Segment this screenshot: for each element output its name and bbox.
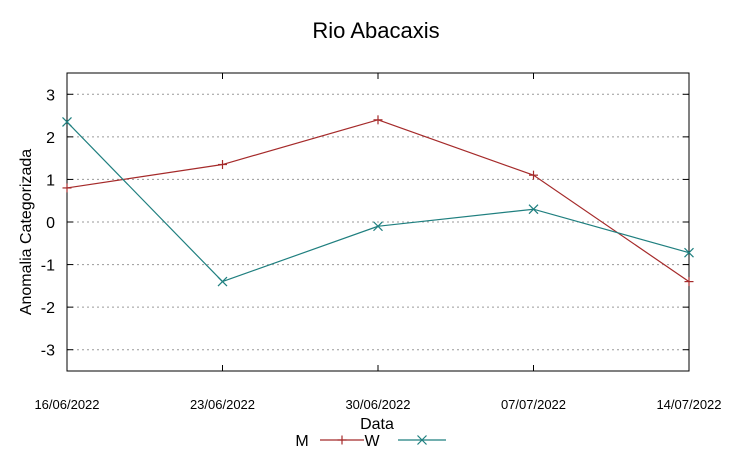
legend-marker-m: [337, 435, 347, 445]
x-tick-label: 30/06/2022: [345, 397, 410, 412]
gridlines: [67, 93, 689, 351]
y-tick-label: -3: [41, 343, 55, 360]
legend-label-w: W: [364, 433, 380, 450]
x-tick-label: 14/07/2022: [656, 397, 721, 412]
series-group: [62, 115, 694, 287]
x-axis-label: Data: [360, 416, 394, 433]
data-point-m: [373, 115, 383, 125]
y-tick-label: 2: [46, 130, 55, 147]
y-tick-label: 1: [46, 172, 55, 189]
y-tick-label: 0: [46, 215, 55, 232]
legend-label-m: M: [295, 433, 308, 450]
data-point-m: [62, 183, 72, 193]
legend-marker-w: [417, 435, 427, 445]
data-point-m: [529, 170, 538, 180]
x-tick-label: 16/06/2022: [34, 397, 99, 412]
x-tick-label: 07/07/2022: [501, 397, 566, 412]
series-line-w: [66, 121, 690, 283]
data-point-m: [218, 160, 227, 170]
x-axis: 16/06/2022 23/06/2022 30/06/2022 07/07/2022…: [34, 73, 722, 412]
data-point-m: [684, 277, 694, 287]
data-point-w: [684, 247, 694, 258]
y-axis-label: Anomalia Categorizada: [18, 149, 35, 315]
y-axis: 3 2 1 0 -1 -2 -3: [41, 87, 689, 360]
y-tick-label: -2: [41, 300, 55, 317]
series-line-m: [66, 119, 690, 283]
data-point-w: [217, 276, 228, 287]
chart-title: Rio Abacaxis: [312, 18, 439, 43]
x-tick-label: 23/06/2022: [190, 397, 255, 412]
data-point-w: [373, 221, 383, 232]
y-tick-label: -1: [41, 258, 55, 275]
y-tick-label: 3: [46, 87, 55, 104]
data-point-w: [528, 204, 539, 215]
data-point-w: [62, 117, 72, 127]
